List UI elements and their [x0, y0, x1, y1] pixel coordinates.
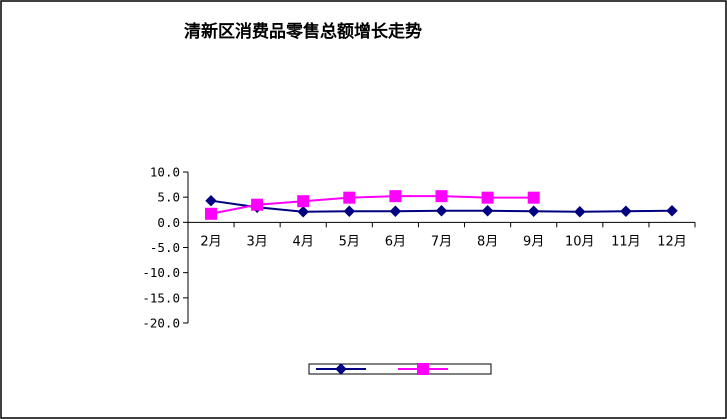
y-tick-label: -10.0: [142, 265, 180, 280]
legend-marker-1: [335, 363, 347, 375]
y-tick-label: -5.0: [150, 240, 180, 255]
y-tick-label: 10.0: [150, 165, 180, 180]
series-2-point: [481, 191, 494, 204]
series-1-point: [205, 194, 217, 207]
x-tick-label: 11月: [611, 234, 641, 249]
x-tick-label: 7月: [431, 234, 452, 249]
chart-title: 清新区消费品零售总额增长走势: [184, 21, 422, 42]
series-1-point: [297, 206, 309, 218]
y-tick-label: -20.0: [142, 316, 180, 331]
legend-marker-2: [417, 363, 429, 375]
x-tick-label: 10月: [565, 234, 595, 249]
series-1-point: [481, 205, 494, 217]
legend: [308, 363, 492, 375]
series-1-point: [527, 205, 540, 217]
series-1-point: [435, 205, 448, 217]
x-tick-label: 8月: [477, 234, 498, 249]
x-tick-label: 9月: [523, 234, 544, 249]
x-tick-label: 5月: [339, 234, 360, 249]
series-2-point: [297, 195, 310, 208]
x-tick-label: 12月: [657, 234, 687, 249]
x-tick-label: 6月: [385, 234, 406, 249]
series-2-point: [343, 191, 356, 204]
series-2-point: [205, 207, 217, 220]
series-1-point: [343, 205, 356, 217]
series-2-line: [210, 195, 534, 215]
series-2-point: [527, 191, 540, 204]
y-tick-label: 0.0: [157, 215, 180, 230]
series-1-point: [620, 205, 632, 217]
series-1-point: [574, 206, 586, 218]
x-tick-label: 4月: [293, 234, 314, 249]
x-tick-label: 3月: [246, 234, 267, 249]
series-2-point: [251, 198, 264, 211]
y-tick-label: 5.0: [157, 190, 180, 205]
y-tick-label: -15.0: [142, 290, 180, 305]
series-1-point: [389, 205, 402, 217]
plot-area: 10.0 5.0 0.0 -5.0 -10.0 -15.0 -20.0 2月 3月 4月 5月 6月 7…: [142, 165, 696, 331]
series-2-point: [435, 190, 448, 203]
x-tick-label: 2月: [200, 234, 221, 249]
series-1-point: [666, 205, 678, 217]
series-2-point: [389, 190, 402, 203]
